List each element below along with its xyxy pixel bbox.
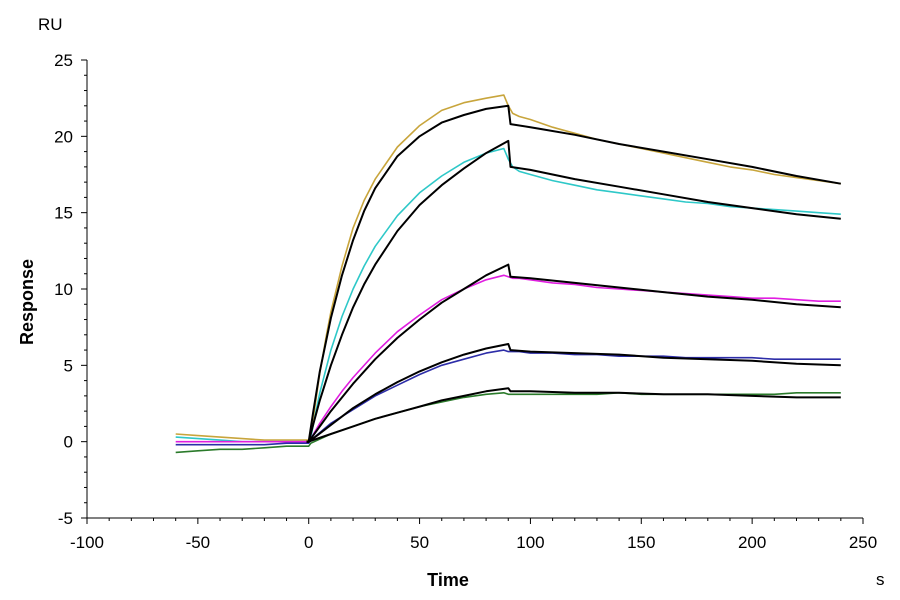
- y-tick-label: -5: [58, 509, 73, 528]
- x-unit-label: s: [876, 570, 885, 589]
- y-tick-label: 10: [54, 280, 73, 299]
- x-tick-label: 200: [738, 533, 766, 552]
- x-axis-title: Time: [427, 570, 469, 590]
- x-tick-label: 150: [627, 533, 655, 552]
- fit-line-7: [306, 263, 841, 443]
- fit-line-8: [306, 343, 841, 443]
- y-tick-label: 15: [54, 204, 73, 223]
- x-tick-label: -100: [70, 533, 104, 552]
- y-unit-label: RU: [38, 15, 63, 34]
- x-tick-label: 100: [516, 533, 544, 552]
- fit-line-9: [306, 387, 841, 443]
- y-tick-label: 20: [54, 127, 73, 146]
- y-tick-label: 25: [54, 51, 73, 70]
- y-tick-label: 5: [64, 356, 73, 375]
- x-tick-label: 50: [410, 533, 429, 552]
- response-series-3: [175, 349, 841, 446]
- response-series-1: [175, 147, 841, 443]
- series-layer: [175, 94, 841, 454]
- x-tick-label: -50: [186, 533, 211, 552]
- x-tick-label: 0: [304, 533, 313, 552]
- y-axis-title: Response: [17, 259, 37, 345]
- y-tick-label: 0: [64, 433, 73, 452]
- x-tick-label: 250: [849, 533, 877, 552]
- fit-line-5: [306, 104, 841, 443]
- fit-line-6: [306, 139, 841, 443]
